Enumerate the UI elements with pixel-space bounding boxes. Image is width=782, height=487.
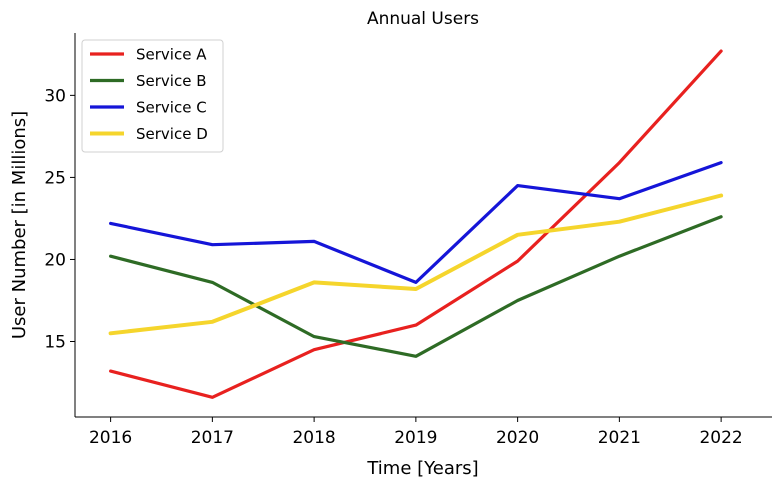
y-tick-label: 30	[44, 86, 66, 106]
x-tick-label: 2018	[292, 428, 335, 448]
series-line-service-c	[108, 161, 723, 284]
y-axis-label: User Number [in Millions]	[9, 111, 30, 339]
x-tick-label: 2019	[394, 428, 437, 448]
y-tick-label: 25	[44, 168, 66, 188]
y-axis-ticks: 15 20 25 30	[44, 86, 75, 353]
legend-frame	[81, 39, 224, 153]
legend-label: Service B	[136, 72, 207, 90]
series-line-service-d	[108, 193, 724, 336]
x-tick-label: 2021	[598, 428, 641, 448]
x-tick-label: 2016	[89, 428, 132, 448]
legend-label: Service C	[136, 99, 207, 117]
x-axis-label: Time [Years]	[366, 458, 478, 479]
legend: Service A Service B Service C Service D	[81, 39, 224, 153]
y-tick-label: 15	[44, 333, 66, 353]
x-tick-label: 2017	[191, 428, 234, 448]
chart-title: Annual Users	[367, 9, 479, 29]
series-line-service-b	[108, 215, 723, 358]
plot-area	[108, 49, 724, 399]
x-tick-label: 2022	[699, 428, 742, 448]
x-tick-label: 2020	[496, 428, 539, 448]
legend-label: Service D	[136, 125, 208, 143]
legend-label: Service A	[136, 46, 207, 64]
x-axis-ticks: 2016 2017 2018 2019 2020 2021 2022	[89, 417, 743, 448]
y-tick-label: 20	[44, 250, 66, 270]
series-line-service-a	[108, 49, 723, 399]
